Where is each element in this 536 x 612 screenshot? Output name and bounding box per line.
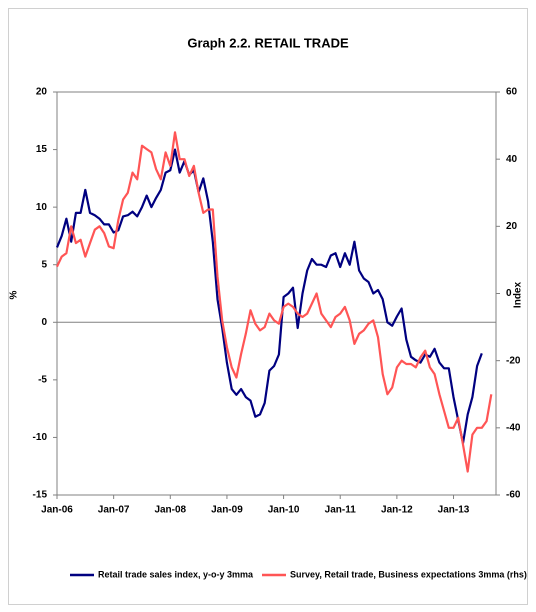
x-tick-label: Jan-08 — [154, 505, 186, 516]
y-tick-label: 10 — [36, 202, 48, 213]
x-tick-label: Jan-13 — [438, 505, 470, 516]
y-tick-label: 0 — [41, 317, 47, 328]
y2-tick-label: 20 — [506, 221, 518, 232]
chart-frame — [8, 8, 528, 605]
x-tick-label: Jan-10 — [268, 505, 300, 516]
legend-label: Retail trade sales index, y-o-y 3mma — [98, 569, 254, 579]
x-tick-label: Jan-06 — [41, 505, 73, 516]
y2-tick-label: 40 — [506, 154, 518, 165]
x-tick-label: Jan-09 — [211, 505, 243, 516]
x-tick-label: Jan-12 — [381, 505, 413, 516]
y-tick-label: -5 — [38, 374, 47, 385]
plot-frame — [56, 91, 497, 496]
y2-tick-label: -40 — [506, 422, 521, 433]
y-tick-label: 20 — [36, 87, 48, 98]
y-tick-label: -15 — [33, 490, 48, 501]
series-line — [55, 148, 483, 445]
x-tick-label: Jan-07 — [98, 505, 130, 516]
y-tick-label: 5 — [41, 259, 47, 270]
legend-label: Survey, Retail trade, Business expectati… — [290, 569, 527, 579]
y2-tick-label: -20 — [506, 355, 521, 366]
y2-tick-label: 0 — [506, 288, 512, 299]
y2-tick-label: -60 — [506, 490, 521, 501]
series-line — [56, 131, 493, 473]
y2-axis-label: Index — [513, 282, 524, 309]
y-tick-label: -10 — [33, 432, 48, 443]
x-tick-label: Jan-11 — [325, 505, 357, 516]
y-tick-label: 15 — [36, 144, 48, 155]
chart-title: Graph 2.2. RETAIL TRADE — [187, 35, 349, 50]
y-axis-label: % — [9, 290, 20, 299]
y2-tick-label: 60 — [506, 87, 518, 98]
